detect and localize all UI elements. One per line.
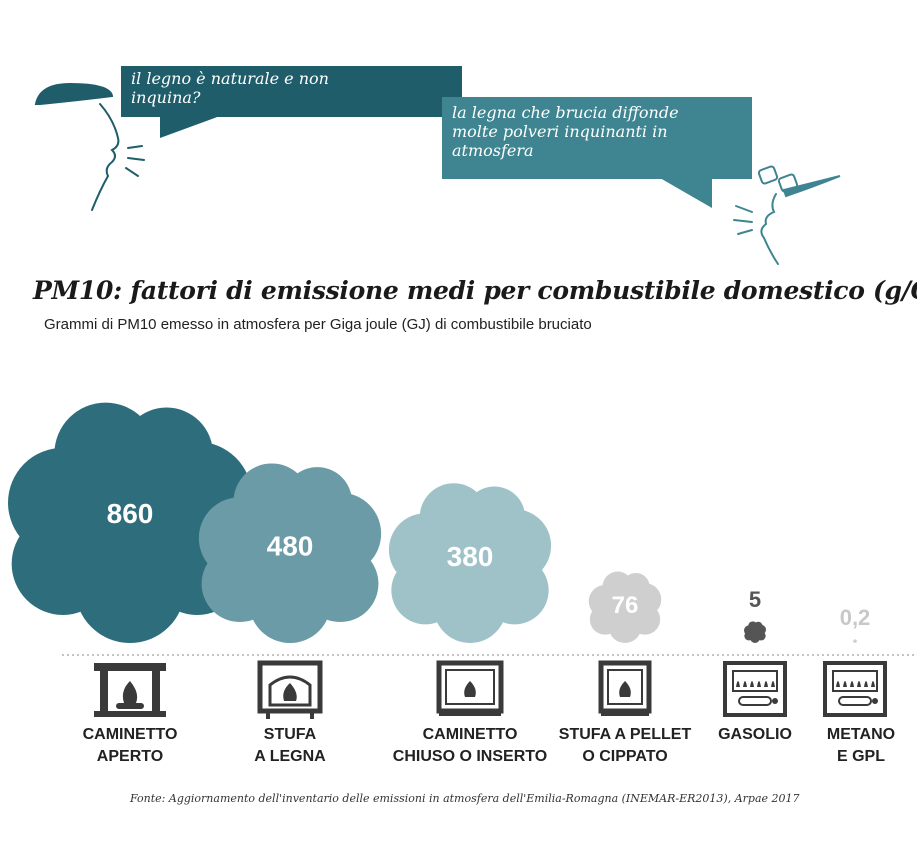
bubble-left-tail [160,116,220,138]
category-label-0-line-1: APERTO [96,748,164,765]
category-label-0-line-0: CAMINETTO [82,726,178,743]
chart-title: PM10: fattori di emissione medi per comb… [33,276,917,305]
closed-fireplace-icon [436,660,504,716]
wood-stove-icon [257,660,323,719]
category-label-1-line-0: STUFA [263,726,317,743]
bubble-left-line2: inquina? [131,88,201,107]
bubble-right-line3: atmosfera [452,141,534,160]
value-label-3: 76 [612,592,639,619]
speech-bubble-left: il legno è naturale e non inquina? [121,66,462,117]
category-label-3: STUFA A PELLET O CIPPATO [535,724,715,768]
speech-bubble-right: la legna che brucia diffonde molte polve… [442,97,752,179]
left-face-icon [34,82,145,211]
emission-chart: 860 480 380 76 5 0,2 [8,402,917,719]
value-label-5: 0,2 [840,605,871,630]
face-illustrations [34,82,841,265]
bubble-right-line1: la legna che brucia diffonde [452,103,679,122]
pellet-stove-icon [598,660,652,716]
category-label-1-line-1: A LEGNA [254,748,326,765]
cloud-4 [744,621,766,643]
cloud-2 [388,483,552,643]
value-label-4: 5 [749,587,761,612]
bubble-right-line2: molte polveri inquinanti in [452,122,668,141]
cloud-3 [588,571,662,643]
gas-boiler-icon [823,661,887,717]
category-label-2-line-1: CHIUSO O INSERTO [392,748,548,765]
bubble-left-line1: il legno è naturale e non [131,69,329,88]
cloud-1 [198,463,382,643]
category-label-5: METANO E GPL [771,724,917,768]
category-label-4-line-0: GASOLIO [718,726,792,743]
value-label-2: 380 [447,541,494,572]
value-label-1: 480 [267,530,314,561]
category-label-5-line-0: METANO [826,726,896,743]
category-label-3-line-1: O CIPPATO [582,748,668,765]
category-label-2: CAMINETTO CHIUSO O INSERTO [380,724,560,768]
category-label-5-line-1: E GPL [836,748,885,765]
bubble-right-tail [660,178,712,208]
category-label-2-line-0: CAMINETTO [422,726,518,743]
category-label-3-line-0: STUFA A PELLET [558,726,692,743]
category-label-4: GASOLIO [665,724,845,746]
category-label-1: STUFA A LEGNA [200,724,380,768]
cloud-5 [853,639,857,643]
category-label-0: CAMINETTO APERTO [40,724,220,768]
value-label-0: 860 [107,498,154,529]
oil-boiler-icon [723,661,787,717]
right-face-icon [733,165,841,265]
open-fireplace-icon [94,663,166,717]
chart-subtitle: Grammi di PM10 emesso in atmosfera per G… [44,316,592,333]
source-note: Fonte: Aggiornamento dell'inventario del… [130,792,800,805]
cloud-0 [8,402,253,643]
